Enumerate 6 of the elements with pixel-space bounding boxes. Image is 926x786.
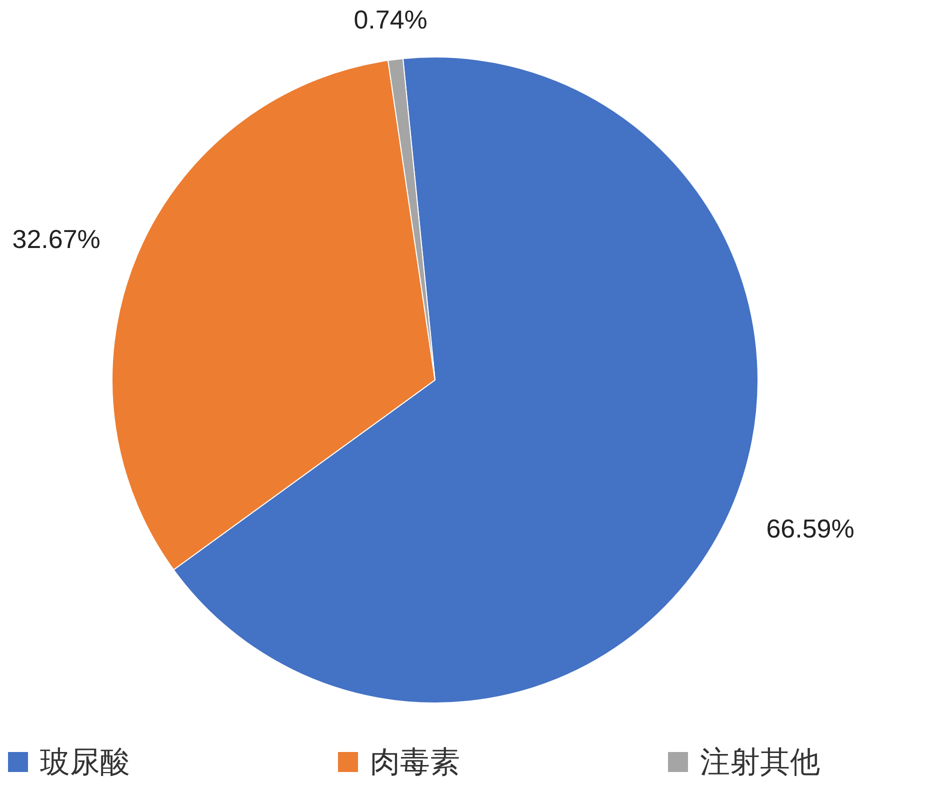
data-label: 32.67%	[12, 224, 100, 254]
data-label: 0.74%	[354, 4, 428, 35]
data-label: 66.59%	[766, 514, 854, 544]
legend-label: 玻尿酸	[40, 745, 130, 780]
legend-label: 肉毒素	[370, 745, 460, 780]
legend-label: 注射其他	[700, 745, 820, 780]
